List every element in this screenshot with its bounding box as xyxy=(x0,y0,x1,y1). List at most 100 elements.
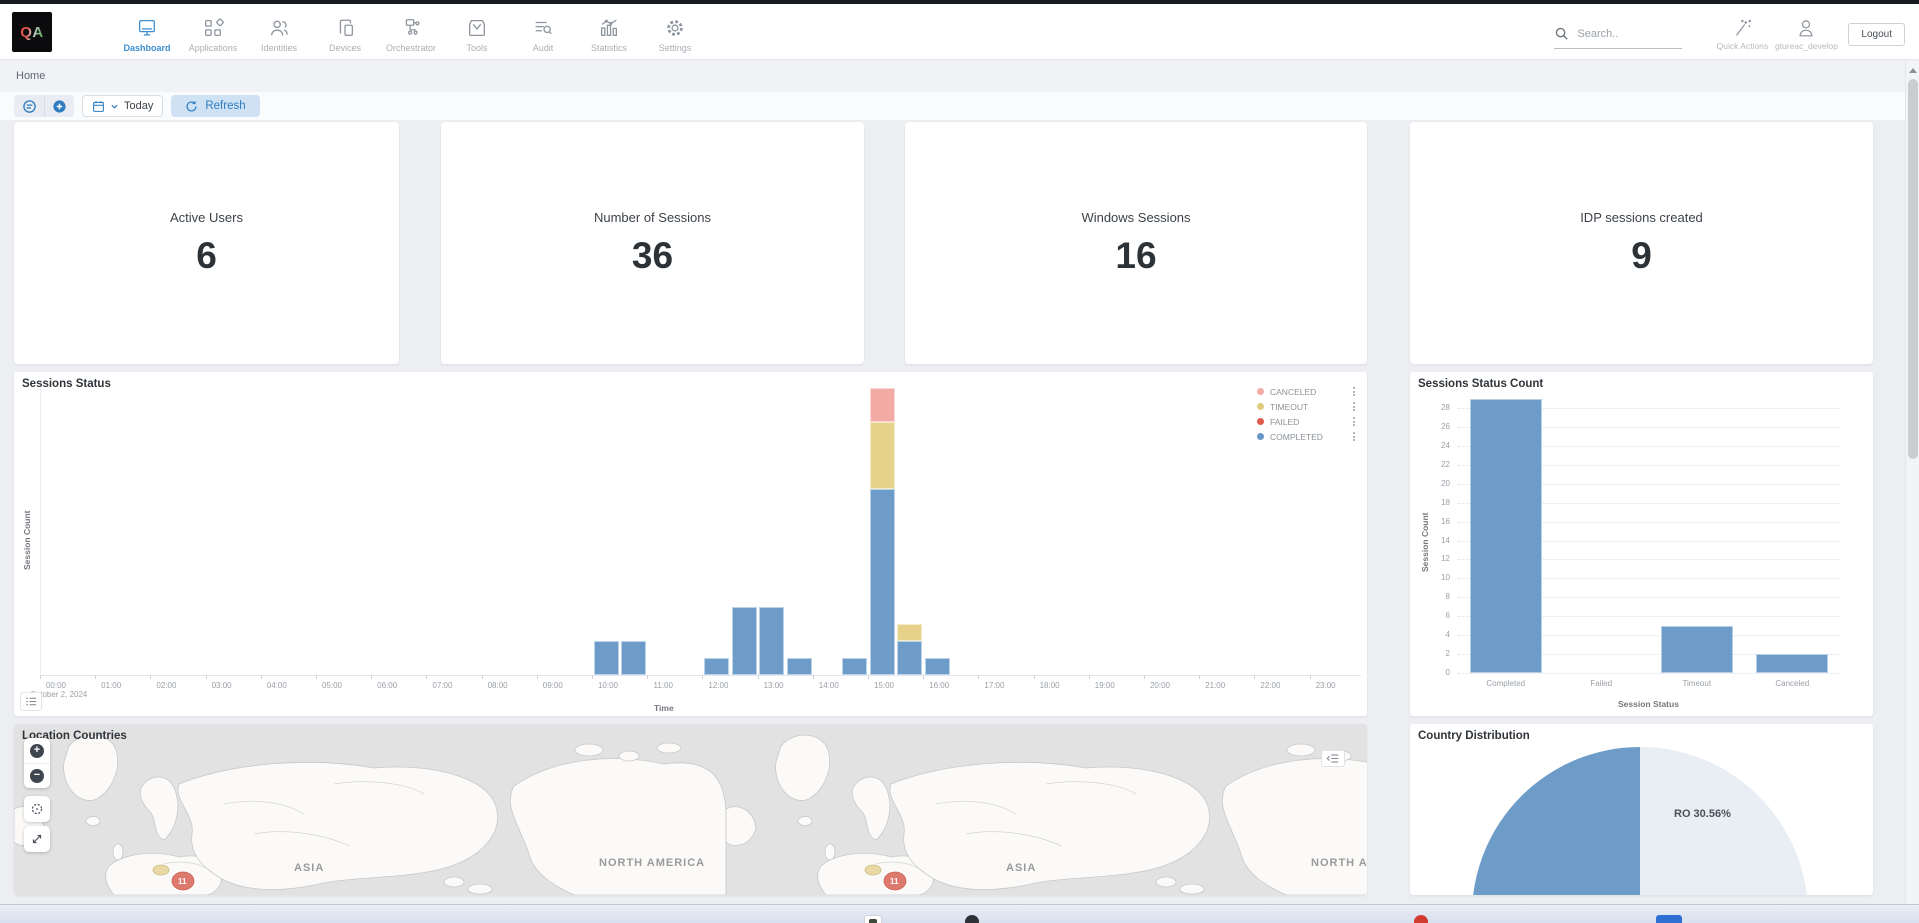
nav-item-audit[interactable]: Audit xyxy=(510,8,576,60)
legend-label: FAILED xyxy=(1270,416,1300,427)
taskbar-app-icon[interactable] xyxy=(1656,915,1682,923)
x-tick-label: 21:00 xyxy=(1205,681,1226,690)
map-region-label-asia-2: ASIA xyxy=(1006,862,1036,874)
legend-item-completed[interactable]: COMPLETED xyxy=(1257,429,1357,444)
y-gridline xyxy=(1458,408,1840,409)
stacked-bar-segment-completed[interactable] xyxy=(869,489,895,675)
x-tick-label: 14:00 xyxy=(818,681,839,690)
taskbar-app-icon[interactable] xyxy=(1414,915,1428,923)
location-countries-panel: Location Countries xyxy=(14,724,1367,895)
x-tick-mark xyxy=(1254,675,1256,679)
app-logo[interactable]: QA xyxy=(12,12,52,52)
stacked-bar-segment-timeout[interactable] xyxy=(897,624,923,642)
user-menu[interactable]: gtureac_develop xyxy=(1774,17,1838,51)
stat-card-title: Number of Sessions xyxy=(593,209,712,225)
map-expand-button[interactable] xyxy=(24,826,50,852)
map-panel-toggle-icon xyxy=(1326,754,1339,763)
y-gridline xyxy=(1458,483,1840,485)
stacked-bar-segment-completed[interactable] xyxy=(759,607,785,675)
search-input[interactable] xyxy=(1577,27,1674,40)
map-panel-toggle-button[interactable] xyxy=(1321,750,1345,767)
logout-button[interactable]: Logout xyxy=(1848,22,1905,46)
nav-item-statistics[interactable]: Statistics xyxy=(576,8,642,60)
legend-menu-icon[interactable] xyxy=(1351,400,1357,413)
stacked-bar-segment-completed[interactable] xyxy=(924,658,950,675)
legend-item-failed[interactable]: FAILED xyxy=(1257,414,1357,429)
x-tick-label: 00:00 xyxy=(45,681,67,690)
nav-label: Statistics xyxy=(590,42,627,53)
x-tick-mark xyxy=(757,675,759,679)
x-axis-title: Time xyxy=(654,703,674,713)
vertical-scrollbar[interactable] xyxy=(1905,61,1919,923)
stacked-bar-segment-timeout[interactable] xyxy=(869,421,895,490)
stacked-bar-segment-canceled[interactable] xyxy=(869,388,895,422)
stacked-bar-segment-completed[interactable] xyxy=(841,658,867,675)
stacked-bar-segment-completed[interactable] xyxy=(786,658,812,675)
nav-label: Identities xyxy=(260,42,298,53)
devices-icon xyxy=(333,16,357,40)
stacked-bar-segment-completed[interactable] xyxy=(593,641,619,675)
manage-widgets-button[interactable] xyxy=(14,95,44,117)
legend-label: COMPLETED xyxy=(1270,431,1323,442)
scrollbar-thumb[interactable] xyxy=(1908,79,1918,459)
y-tick-label: 20 xyxy=(1441,478,1450,488)
legend-item-timeout[interactable]: TIMEOUT xyxy=(1257,399,1357,414)
tools-icon xyxy=(465,16,489,40)
x-tick-label: 08:00 xyxy=(487,681,508,690)
x-tick-label: 16:00 xyxy=(929,681,950,690)
bar-completed[interactable] xyxy=(1469,398,1542,673)
x-tick-mark xyxy=(1088,675,1090,679)
x-tick-mark xyxy=(316,675,317,679)
legend-menu-icon[interactable] xyxy=(1351,415,1357,428)
refresh-button[interactable]: Refresh xyxy=(171,95,260,117)
nav-item-tools[interactable]: Tools xyxy=(444,8,510,60)
nav-label: Orchestrator xyxy=(385,42,436,53)
x-tick-mark xyxy=(40,675,41,679)
scroll-up-arrow[interactable] xyxy=(1906,63,1919,77)
stacked-bar-segment-completed[interactable] xyxy=(703,658,729,675)
stacked-bar-segment-completed[interactable] xyxy=(621,641,647,675)
map-zoom-in-button[interactable]: + xyxy=(24,738,50,763)
x-tick-label: 03:00 xyxy=(211,681,232,690)
nav-item-orchestrator[interactable]: Orchestrator xyxy=(378,8,444,60)
y-tick-label: 26 xyxy=(1441,421,1450,431)
map-marker-value-2[interactable]: 11 xyxy=(890,877,899,886)
quick-actions-button[interactable]: Quick Actions xyxy=(1710,17,1774,51)
y-tick-label: 6 xyxy=(1445,611,1450,621)
taskbar-app-icon[interactable] xyxy=(864,915,882,923)
x-tick-mark xyxy=(371,675,373,679)
x-tick-label: 04:00 xyxy=(266,681,287,690)
breadcrumb[interactable]: Home xyxy=(16,70,46,82)
bar-canceled[interactable] xyxy=(1756,654,1829,673)
nav-item-applications[interactable]: Applications xyxy=(180,8,246,60)
legend-item-canceled[interactable]: CANCELED xyxy=(1257,384,1357,399)
y-gridline xyxy=(1458,673,1840,674)
panel-title: Sessions Status Count xyxy=(1418,378,1544,390)
search-icon xyxy=(1556,27,1568,40)
nav-item-identities[interactable]: Identities xyxy=(246,8,312,60)
x-tick-mark xyxy=(1309,675,1311,679)
taskbar-app-icon[interactable] xyxy=(965,915,979,923)
map-marker-value[interactable]: 11 xyxy=(178,877,187,886)
legend-menu-icon[interactable] xyxy=(1351,430,1357,443)
date-range-dropdown[interactable]: Today xyxy=(82,95,164,117)
map-zoom-out-button[interactable]: − xyxy=(24,763,50,788)
stat-card-title: Windows Sessions xyxy=(1081,209,1191,225)
nav-item-dashboard[interactable]: Dashboard xyxy=(114,8,180,60)
country-distribution-pie[interactable] xyxy=(1472,747,1808,895)
nav-item-devices[interactable]: Devices xyxy=(312,8,378,60)
map-locate-button[interactable] xyxy=(24,796,50,822)
bar-timeout[interactable] xyxy=(1660,625,1733,673)
stacked-bar-segment-completed[interactable] xyxy=(897,641,923,675)
x-tick-label: 02:00 xyxy=(156,681,177,690)
nav-item-settings[interactable]: Settings xyxy=(642,8,708,60)
legend-dot xyxy=(1257,418,1264,425)
world-map[interactable]: ASIA NORTH AMERICA ASIA NORTH AMERICA 11… xyxy=(14,724,1367,895)
stacked-bar-segment-completed[interactable] xyxy=(731,607,757,675)
add-widget-button[interactable] xyxy=(44,95,74,117)
map-region-label-north-america-2: NORTH AMERICA xyxy=(1311,857,1367,869)
search-box[interactable] xyxy=(1554,19,1683,49)
chart-data-table-toggle[interactable] xyxy=(20,692,42,711)
x-tick-mark xyxy=(868,675,869,679)
legend-menu-icon[interactable] xyxy=(1351,385,1357,398)
